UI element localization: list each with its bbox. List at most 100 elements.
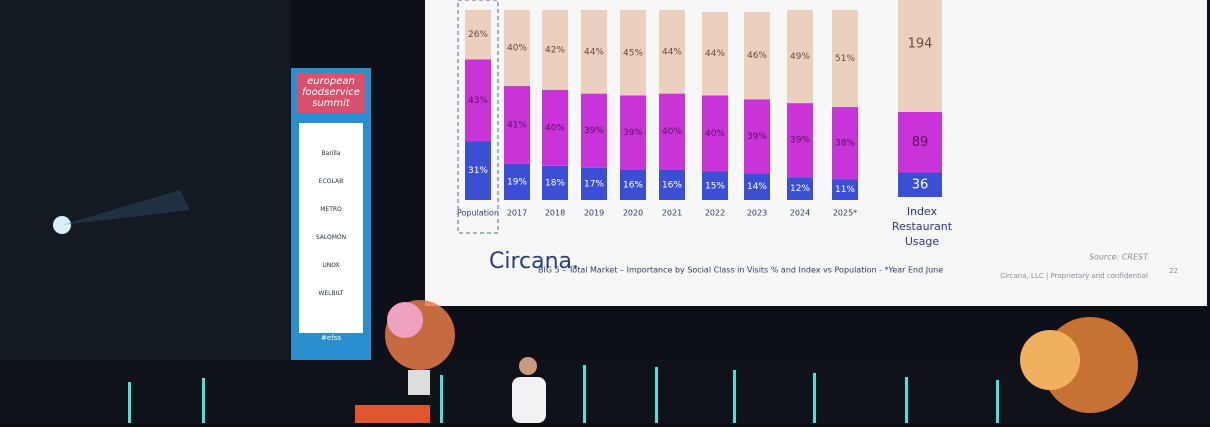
- category-label: 2024: [790, 209, 810, 218]
- value-label: 38%: [835, 139, 855, 149]
- bar-segment: [542, 10, 568, 90]
- value-label: 39%: [584, 126, 604, 136]
- category-label: 2019: [584, 209, 604, 218]
- bar-segment: [620, 95, 646, 170]
- value-label: 11%: [835, 185, 855, 195]
- bar-segment: [542, 165, 568, 200]
- podium: [355, 405, 430, 423]
- category-label: 2025*: [833, 209, 857, 218]
- highlight-box: [457, 0, 499, 234]
- banner-title: european foodservice summit: [302, 76, 360, 109]
- speaker: [512, 357, 546, 423]
- sponsor: SALOMON: [315, 234, 347, 241]
- value-label: 44%: [584, 47, 604, 57]
- bar-segment: [620, 169, 646, 200]
- bar-segment: [702, 95, 728, 172]
- footer: Circana, LLC | Proprietary and confident…: [1000, 272, 1148, 280]
- value-label: 45%: [623, 48, 643, 58]
- value-label: 19%: [507, 177, 527, 187]
- bar-segment: [504, 10, 530, 86]
- value-label: 40%: [545, 123, 565, 133]
- value-label: 15%: [705, 181, 725, 191]
- bar-segment: [620, 10, 646, 96]
- left-wall: [0, 0, 290, 423]
- index-label: Index Restaurant Usage: [891, 205, 953, 248]
- bar-segment: [702, 171, 728, 200]
- bar-segment: [787, 177, 813, 200]
- bar-segment: [744, 99, 770, 174]
- category-label: 2021: [662, 209, 682, 218]
- bar-segment: [465, 141, 491, 200]
- bar-segment: [659, 169, 685, 200]
- value-label: 41%: [507, 120, 527, 130]
- banner-header: [297, 73, 365, 113]
- bar-segment: [504, 86, 530, 164]
- sponsor: ECOLAB: [318, 178, 344, 185]
- index-segment: [898, 112, 942, 173]
- value-label: 39%: [747, 132, 767, 142]
- bar-segment: [659, 93, 685, 170]
- index-value: 194: [908, 37, 933, 52]
- index-segment: [898, 0, 942, 112]
- bar-segment: [465, 10, 491, 60]
- value-label: 40%: [662, 127, 682, 137]
- index-segment: [898, 172, 942, 197]
- bar-segment: [581, 167, 607, 200]
- sponsor: METRO: [320, 206, 342, 213]
- bar-segment: [659, 10, 685, 94]
- flowers-left: [385, 300, 455, 395]
- bar-segment: [542, 89, 568, 166]
- source: Source: CREST: [1089, 253, 1149, 262]
- bar-segment: [702, 11, 728, 96]
- bar-segment: [744, 11, 770, 100]
- value-label: 44%: [662, 47, 682, 57]
- bar-segment: [787, 10, 813, 104]
- bar-segment: [744, 173, 770, 200]
- stage: [0, 360, 1210, 423]
- sponsor-list: Barilla ECOLAB METRO SALOMON UNOX WELBILT: [299, 140, 363, 308]
- value-label: 39%: [623, 128, 643, 138]
- value-label: 26%: [468, 30, 488, 40]
- value-label: 17%: [584, 179, 604, 189]
- value-label: 51%: [835, 54, 855, 64]
- value-label: 44%: [705, 49, 725, 59]
- sponsor: Barilla: [321, 150, 341, 157]
- bar-segment: [832, 10, 858, 107]
- bar-segment: [787, 103, 813, 178]
- light-strips: [128, 365, 999, 423]
- hashtag: #efss: [321, 334, 341, 342]
- bar-segment: [504, 163, 530, 200]
- sponsor: UNOX: [322, 262, 340, 269]
- value-label: 14%: [747, 182, 767, 192]
- category-label: 2022: [705, 209, 725, 218]
- value-label: 40%: [507, 44, 527, 54]
- logo: Circana.: [489, 249, 579, 274]
- light-beam: [62, 190, 190, 225]
- value-label: 12%: [790, 184, 810, 194]
- value-label: 46%: [747, 51, 767, 61]
- bar-segment: [832, 106, 858, 180]
- bar-segment: [581, 10, 607, 94]
- bar-segment: [581, 93, 607, 168]
- value-label: 31%: [468, 166, 488, 176]
- spotlight: [53, 216, 71, 234]
- category-label: 2017: [507, 209, 527, 218]
- bar-segment: [832, 179, 858, 200]
- value-label: 40%: [705, 129, 725, 139]
- flowers-right: [1020, 317, 1138, 413]
- page-number: 22: [1169, 267, 1178, 275]
- category-label: Population: [457, 209, 499, 218]
- value-label: 16%: [662, 180, 682, 190]
- value-label: 39%: [790, 136, 810, 146]
- value-label: 16%: [623, 180, 643, 190]
- category-label: 2023: [747, 209, 767, 218]
- sponsor-panel: [299, 123, 363, 333]
- index-value: 36: [912, 177, 929, 192]
- value-label: 18%: [545, 178, 565, 188]
- category-label: 2018: [545, 209, 565, 218]
- value-label: 42%: [545, 45, 565, 55]
- category-label: 2020: [623, 209, 643, 218]
- caption: BIG 5 – Total Market – Importance by Soc…: [538, 266, 943, 275]
